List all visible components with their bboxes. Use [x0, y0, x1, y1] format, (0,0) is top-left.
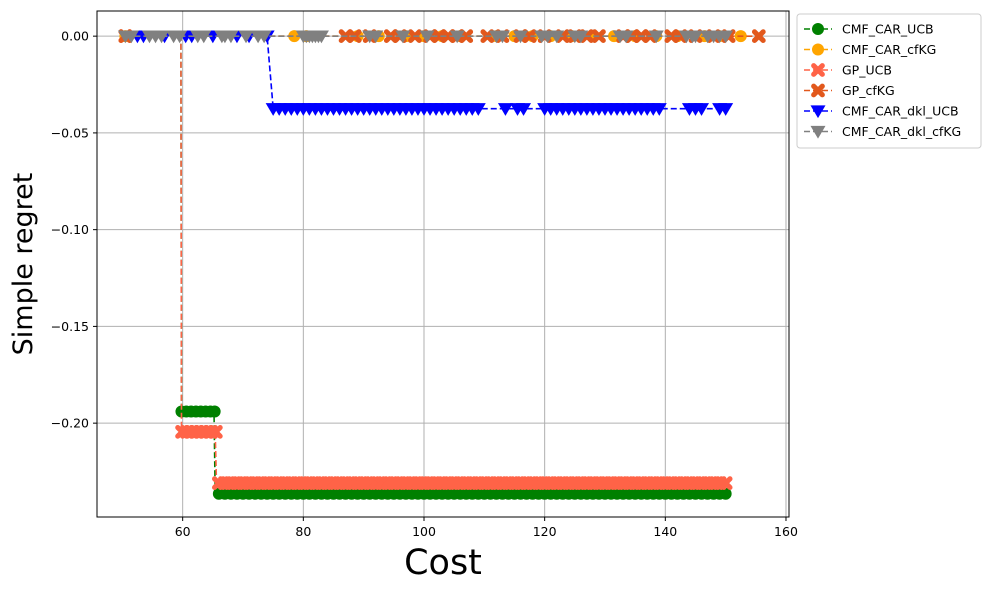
legend-item: CMF_CAR_dkl_UCB: [804, 104, 959, 119]
data-point: [196, 30, 212, 44]
data-point: [718, 103, 734, 116]
legend-marker: [811, 83, 825, 98]
data-point: [470, 103, 486, 116]
y-tick-label: 0.00: [61, 29, 89, 44]
y-tick-label: −0.10: [51, 222, 89, 237]
y-tick-label: −0.15: [51, 319, 89, 334]
x-axis: 60 80 100 120 140 160: [175, 517, 798, 539]
plot-frame: [96, 10, 790, 518]
data-point: [513, 30, 529, 44]
data-point: [288, 30, 301, 43]
legend-label: CMF_CAR_dkl_cfKG: [842, 124, 961, 139]
data-point: [449, 30, 465, 44]
x-tick-label: 140: [653, 524, 677, 539]
grid-lines: [97, 11, 789, 517]
legend-marker: [812, 43, 824, 56]
legend-item: CMF_CAR_cfKG: [804, 42, 936, 57]
legend-label: CMF_CAR_cfKG: [842, 42, 936, 57]
data-point: [719, 487, 732, 500]
data-point: [208, 424, 223, 439]
data-point: [395, 30, 411, 44]
legend-item: GP_cfKG: [804, 83, 895, 98]
legend-item: GP_UCB: [804, 63, 892, 78]
data-point: [718, 476, 733, 491]
y-axis-title: Simple regret: [8, 173, 39, 356]
data-point: [154, 30, 170, 44]
x-tick-label: 60: [175, 524, 191, 539]
data-point: [651, 103, 667, 116]
legend-label: GP_UCB: [842, 63, 892, 78]
data-point: [648, 30, 664, 44]
data-point: [751, 29, 766, 44]
data-point: [313, 30, 329, 44]
data-point: [522, 29, 537, 44]
series-CMF_CAR_dkl_cfKG: [117, 30, 734, 44]
series-CMF_CAR_UCB: [125, 35, 732, 500]
data-point: [516, 103, 532, 116]
data-point: [419, 30, 435, 44]
data-point: [694, 103, 710, 116]
x-tick-label: 160: [774, 524, 798, 539]
x-axis-title: Cost: [404, 543, 482, 583]
legend-label: CMF_CAR_dkl_UCB: [842, 104, 959, 119]
x-tick-label: 120: [533, 524, 557, 539]
plot-area: [117, 29, 766, 500]
data-point: [256, 30, 272, 44]
legend-item: CMF_CAR_UCB: [804, 22, 934, 37]
data-point: [687, 30, 703, 44]
data-point: [497, 103, 513, 116]
data-point: [172, 30, 188, 44]
data-point: [368, 30, 384, 44]
data-point: [718, 30, 734, 44]
legend-marker: [810, 105, 826, 119]
data-point: [208, 405, 221, 418]
legend-marker: [812, 23, 824, 35]
legend-label: GP_cfKG: [842, 83, 895, 98]
x-tick-label: 100: [412, 524, 436, 539]
data-point: [618, 30, 634, 44]
legend-label: CMF_CAR_UCB: [842, 22, 934, 37]
data-point: [494, 30, 510, 44]
data-point: [459, 29, 474, 44]
x-tick-label: 80: [295, 524, 311, 539]
y-axis: 0.00 −0.05 −0.10 −0.15 −0.20: [51, 29, 97, 431]
y-tick-label: −0.05: [51, 125, 89, 140]
legend-item: CMF_CAR_dkl_cfKG: [804, 124, 961, 139]
data-point: [549, 30, 565, 44]
data-point: [573, 30, 589, 44]
legend: CMF_CAR_UCB CMF_CAR_cfKG GP_UCB GP_cfKG CMF_…: [796, 13, 982, 149]
data-point: [223, 30, 239, 44]
data-point: [238, 30, 254, 44]
legend-marker: [810, 125, 826, 139]
legend-frame: [796, 13, 982, 149]
data-point: [123, 30, 139, 44]
y-tick-label: −0.20: [51, 416, 89, 431]
legend-marker: [811, 63, 825, 77]
series-GP_UCB: [118, 29, 733, 491]
